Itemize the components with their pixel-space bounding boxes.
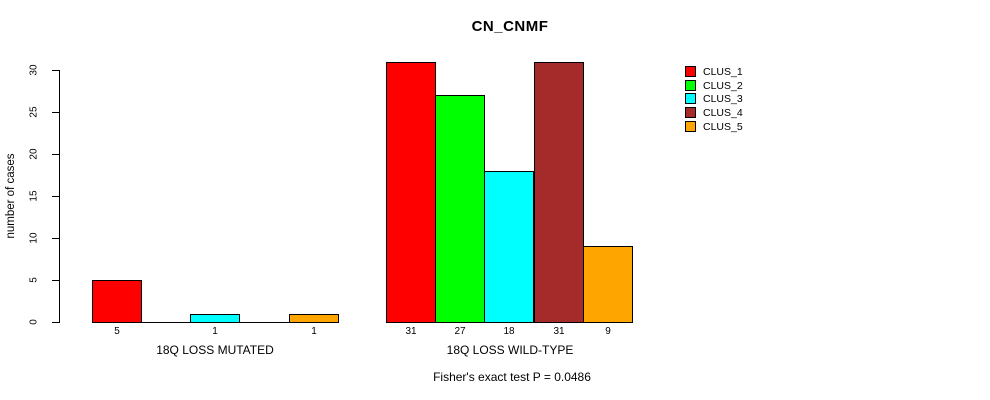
bar-value-label: 5 bbox=[114, 326, 120, 337]
y-axis-tick bbox=[52, 112, 59, 113]
y-axis-tick bbox=[52, 154, 59, 155]
y-axis-tick-label: 10 bbox=[28, 232, 40, 244]
legend-color-swatch bbox=[685, 66, 696, 77]
y-axis-tick bbox=[52, 70, 59, 71]
bar-clus_5 bbox=[583, 246, 633, 323]
legend-item-label: CLUS_2 bbox=[703, 79, 743, 92]
y-axis-tick bbox=[52, 238, 59, 239]
group-label-wild-type: 18Q LOSS WILD-TYPE bbox=[446, 343, 574, 357]
bar-value-label: 27 bbox=[454, 326, 466, 337]
legend-color-swatch bbox=[685, 121, 696, 132]
bar-clus_4 bbox=[534, 62, 584, 323]
legend-item-label: CLUS_4 bbox=[703, 106, 743, 119]
bar-value-label: 31 bbox=[553, 326, 565, 337]
legend-color-swatch bbox=[685, 93, 696, 104]
bar-value-label: 1 bbox=[311, 326, 317, 337]
legend-color-swatch bbox=[685, 107, 696, 118]
y-axis-tick-label: 5 bbox=[28, 277, 40, 283]
y-axis-tick-label: 0 bbox=[28, 319, 40, 325]
bar-value-label: 1 bbox=[212, 326, 218, 337]
y-axis-tick bbox=[52, 280, 59, 281]
y-axis-tick-label: 30 bbox=[28, 64, 40, 76]
legend-item-label: CLUS_1 bbox=[703, 65, 743, 78]
bar-clus_1 bbox=[92, 280, 142, 323]
legend-color-swatch bbox=[685, 80, 696, 91]
y-axis-tick-label: 25 bbox=[28, 106, 40, 118]
bar-value-label: 18 bbox=[503, 326, 515, 337]
y-axis-tick-label: 15 bbox=[28, 190, 40, 202]
chart-title: CN_CNMF bbox=[471, 18, 549, 35]
y-axis-tick bbox=[52, 322, 59, 323]
group-label-mutated: 18Q LOSS MUTATED bbox=[156, 343, 274, 357]
bar-clus_1 bbox=[386, 62, 436, 323]
fisher-test-annotation: Fisher's exact test P = 0.0486 bbox=[433, 370, 591, 384]
bar-value-label: 9 bbox=[605, 326, 611, 337]
bar-clus_3 bbox=[190, 314, 240, 323]
bar-clus_2 bbox=[435, 95, 485, 323]
legend-item-label: CLUS_5 bbox=[703, 120, 743, 133]
legend-item-label: CLUS_3 bbox=[703, 92, 743, 105]
bar-clus_5 bbox=[289, 314, 339, 323]
y-axis-title: number of cases bbox=[5, 153, 17, 239]
bar-value-label: 31 bbox=[405, 326, 417, 337]
y-axis-line bbox=[59, 70, 60, 323]
y-axis-tick-label: 20 bbox=[28, 148, 40, 160]
y-axis-tick bbox=[52, 196, 59, 197]
bar-clus_3 bbox=[484, 171, 534, 323]
